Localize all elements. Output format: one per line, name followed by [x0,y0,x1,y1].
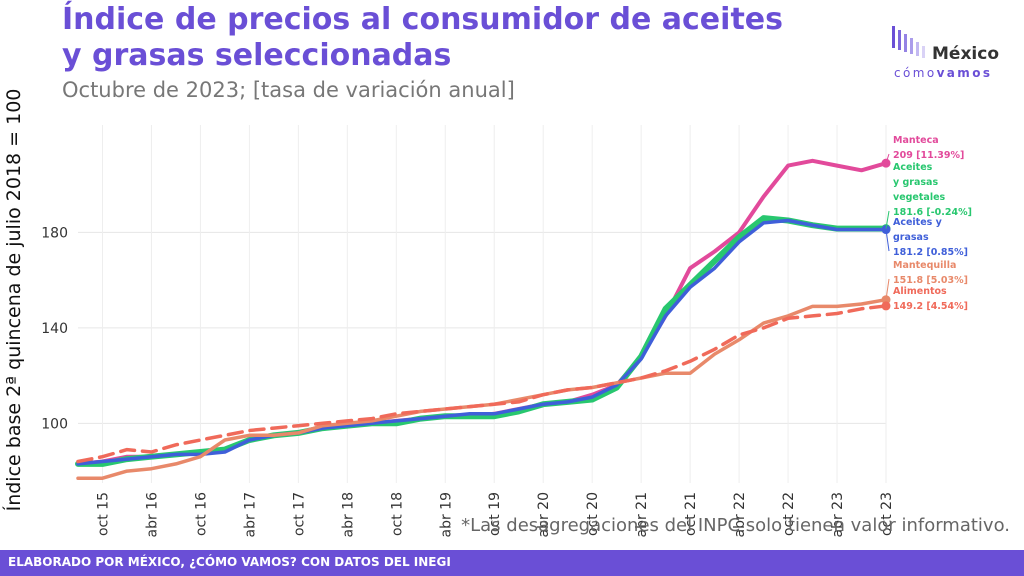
series-label-text: 151.8 [5.03%] [893,275,968,286]
x-tick-label: abr 19 [438,492,454,538]
footnote: *Las desagregaciones del INPC solo tiene… [461,515,1010,536]
x-tick-label: oct 23 [879,492,895,536]
series-label-text: 181.2 [0.85%] [893,247,968,258]
x-tick-label: abr 21 [634,492,650,538]
series-label-text: 209 [11.39%] [893,150,964,161]
series-line-aceites-y-grasas [76,218,888,466]
series-label-text: Mantequilla [893,260,956,271]
chart-subtitle: Octubre de 2023; [tasa de variación anua… [62,78,515,102]
x-tick-label: oct 21 [683,492,699,536]
chart-title: Índice de precios al consumidor de aceit… [62,2,822,74]
series-label-text: Alimentos [893,286,947,297]
series-label-text: 181.6 [-0.24%] [893,207,972,218]
series-line-alimentos [76,304,888,464]
series-label-text: Aceites y [893,217,943,228]
x-tick-label: oct 16 [193,492,209,536]
x-tick-label: oct 19 [487,492,503,536]
x-tick-label: abr 18 [340,492,356,538]
footer-credit: ELABORADO POR MÉXICO, ¿CÓMO VAMOS? CON D… [8,555,451,569]
title-line-2: y grasas seleccionadas [62,38,452,73]
label-connector [885,278,890,300]
x-tick-label: oct 18 [389,492,405,536]
y-tick-label: 100 [41,416,68,432]
x-tick-label: oct 22 [781,492,797,536]
x-tick-label: abr 23 [830,492,846,538]
series-label-text: y grasas [893,177,938,188]
x-tick-label: oct 20 [585,492,601,536]
x-tick-label: abr 16 [144,492,160,538]
logo-bars-icon [892,26,925,58]
title-line-1: Índice de precios al consumidor de aceit… [62,2,783,37]
x-tick-label: abr 22 [732,492,748,538]
series-label-text: vegetales [893,192,946,203]
series-label-text: Manteca [893,135,939,146]
mexico-como-vamos-logo: México cómovamos [888,24,1008,84]
footer-bar: ELABORADO POR MÉXICO, ¿CÓMO VAMOS? CON D… [0,550,1024,576]
x-tick-label: oct 17 [291,492,307,536]
x-tick-label: abr 17 [242,492,258,538]
label-connector [885,229,890,252]
series-label-text: Aceites [893,162,933,173]
label-connector [885,304,890,307]
y-tick-label: 180 [41,225,68,241]
series-line-aceites-y-grasas-vegetales [75,215,889,467]
x-tick-label: oct 15 [95,492,111,536]
series-label-text: 149.2 [4.54%] [893,301,968,312]
logo-text-top: México [932,44,999,64]
label-connector [885,210,890,229]
series-label-text: grasas [893,232,929,243]
label-connector [885,153,890,164]
logo-text-bottom: cómovamos [894,66,993,80]
x-tick-label: abr 20 [536,492,552,538]
y-tick-label: 140 [41,321,68,337]
